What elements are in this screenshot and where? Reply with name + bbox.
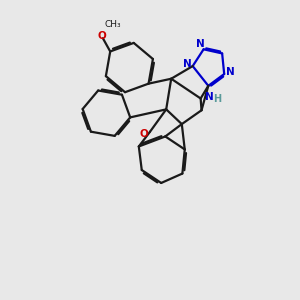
Text: O: O: [139, 129, 148, 139]
Text: N: N: [183, 59, 192, 69]
Text: N: N: [205, 92, 214, 102]
Text: O: O: [97, 31, 106, 41]
Text: H: H: [213, 94, 221, 104]
Text: CH₃: CH₃: [105, 20, 122, 29]
Text: N: N: [226, 67, 235, 77]
Text: N: N: [196, 39, 204, 49]
